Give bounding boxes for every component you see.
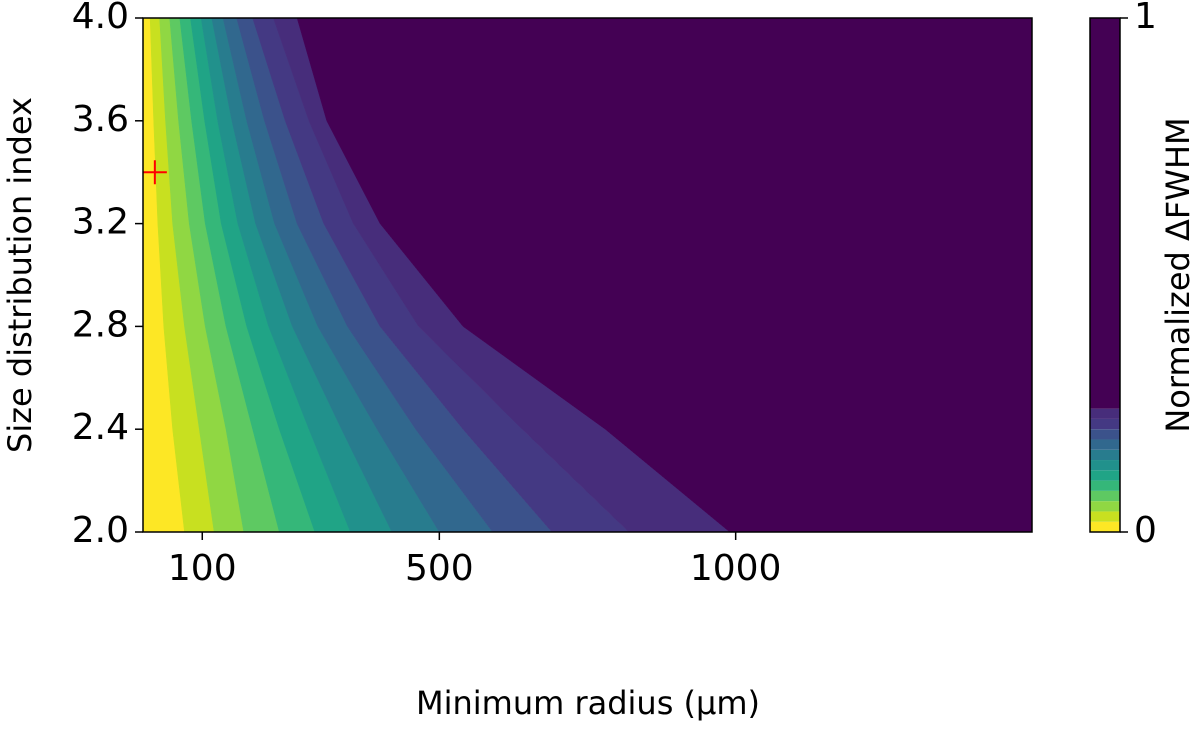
colorbar-band [1090,470,1120,481]
colorbar-band [1090,521,1120,532]
x-axis-label: Minimum radius (μm) [416,684,760,722]
colorbar-band [1090,439,1120,450]
colorbar-label: Normalized ΔFWHM [1159,117,1197,432]
plot-frame [142,17,1033,533]
x-tick-label: 100 [168,548,237,589]
colorbar-band [1090,511,1120,522]
y-tick-label: 3.6 [72,99,129,140]
colorbar-band [1090,490,1120,502]
x-tick-label: 1000 [690,548,782,589]
colorbar-band [1090,18,1120,409]
colorbar-frame [1089,17,1121,533]
colorbar-band [1090,408,1120,419]
colorbar-tick-label: 0 [1134,510,1157,551]
y-tick-label: 2.4 [72,407,129,448]
colorbar-band [1090,501,1120,512]
y-tick-label: 2.0 [72,510,129,551]
colorbar-band [1090,449,1120,461]
y-tick-label: 3.2 [72,202,129,243]
colorbar-band [1090,460,1120,471]
y-tick-label: 2.8 [72,304,129,345]
colorbar-tick-label: 1 [1134,0,1157,37]
y-tick-label: 4.0 [72,0,129,37]
colorbar-band [1090,418,1120,430]
marker [142,160,167,185]
colorbar-band [1090,429,1120,440]
y-axis-label: Size distribution index [1,97,39,453]
colorbar-band [1090,480,1120,491]
x-tick-label: 500 [405,548,474,589]
